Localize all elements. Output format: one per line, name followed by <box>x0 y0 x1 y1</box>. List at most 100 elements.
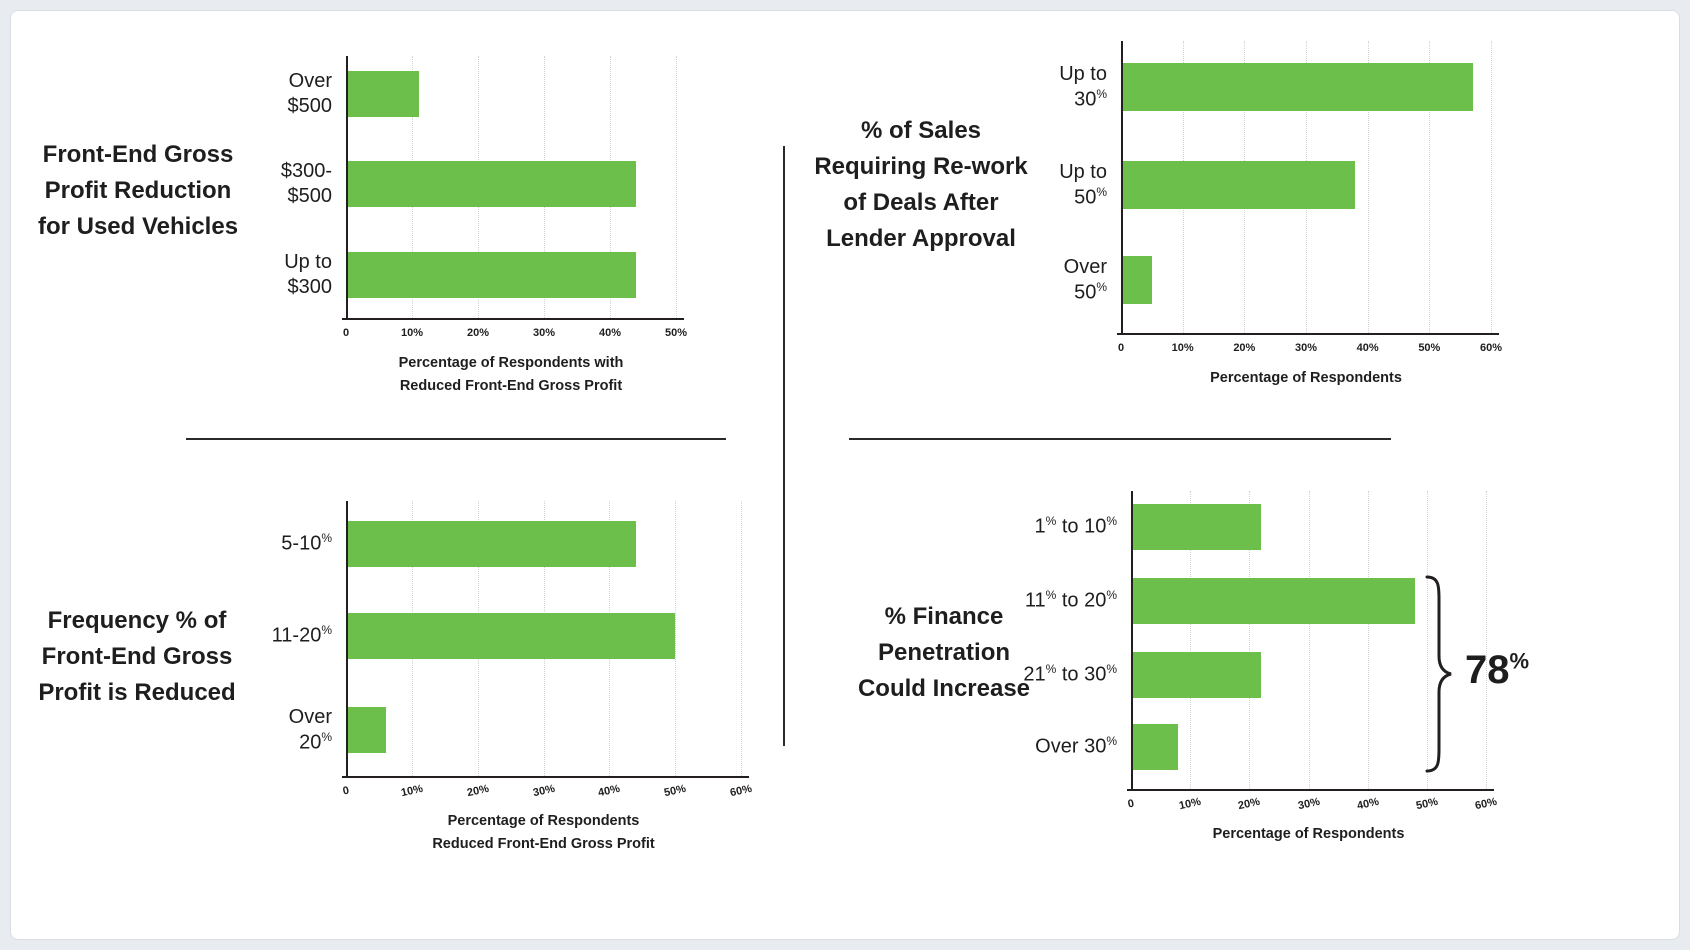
category-label-line: Over <box>1063 255 1107 278</box>
bar-track <box>346 161 676 207</box>
chart-title-line: Front-End Gross <box>42 141 234 168</box>
category-label-line: $500 <box>287 185 333 207</box>
bar-track <box>1121 63 1491 111</box>
bar <box>1121 161 1356 209</box>
chart-title-line: Could Increase <box>857 675 1031 702</box>
x-tick-label: 40% <box>1355 795 1380 813</box>
x-tick-label: 60% <box>1473 795 1499 813</box>
chart-sales-requiring-rework-after-lender-approval: Up to 30% Up to 50% Over 50% 0 10% 20% 30% 40% 50% 6… <box>1016 41 1631 453</box>
x-tick-label: 60% <box>728 782 754 800</box>
bar-track <box>1131 652 1486 698</box>
category-label-line: 50% <box>1074 279 1107 304</box>
category-label: Over 20% <box>236 705 346 754</box>
x-tick-label: 30% <box>1294 342 1318 354</box>
category-label: 11% to 20% <box>1016 578 1131 624</box>
bar <box>1131 504 1262 550</box>
bar <box>1131 652 1262 698</box>
gridline <box>676 56 677 318</box>
category-label: 11-20% <box>236 613 346 659</box>
gridline <box>741 501 742 776</box>
gridline <box>1367 491 1369 789</box>
x-tick-label: 40% <box>1356 342 1379 354</box>
chart-row: 11-20% <box>236 613 741 659</box>
x-axis-label-line: Percentage of Respondents <box>1210 370 1402 386</box>
x-axis-label-line: Reduced Front-End Gross Profit <box>432 836 655 853</box>
x-axis-label: Percentage of Respondents <box>1210 367 1402 390</box>
x-axis-label-line: Percentage of Respondents <box>447 813 640 829</box>
chart-row: $300- $500 <box>236 160 676 207</box>
x-tick-label: 0 <box>1117 342 1125 354</box>
x-tick-label: 20% <box>1237 795 1262 813</box>
bar <box>346 707 386 753</box>
bar <box>346 613 676 659</box>
chart-finance-penetration-could-increase: 1% to 10% 11% to 20% 21% to 30% Over 30% 0 10… <box>1016 491 1626 909</box>
category-label-line: Over <box>288 705 332 728</box>
chart-row: 5-10% <box>236 521 741 567</box>
bar <box>1121 256 1152 304</box>
bar-track <box>1121 256 1491 304</box>
chart-title-line: Requiring Re-work <box>814 153 1028 180</box>
bar-track <box>1131 504 1486 550</box>
x-tick-label: 20% <box>465 782 490 800</box>
x-axis-label: Percentage of Respondents with Reduced Fr… <box>399 352 624 398</box>
category-label: 21% to 30% <box>1016 652 1131 698</box>
gridline <box>1426 491 1428 789</box>
category-label-line: 5-10% <box>281 531 332 555</box>
chart-row: Over 20% <box>236 705 741 754</box>
chart-row: Up to $300 <box>236 251 676 298</box>
x-tick-label: 60% <box>1479 342 1503 354</box>
chart-title-sales-requiring-rework-after-lender-approval: % of Sales Requiring Re-work of Deals Afte… <box>796 113 1046 257</box>
x-tick-label: 10% <box>399 782 424 800</box>
category-label: Up to $300 <box>236 251 346 298</box>
x-tick-label: 50% <box>664 327 688 339</box>
category-label-line: $300 <box>287 276 333 298</box>
x-tick-label: 30% <box>1296 795 1321 813</box>
bar <box>346 252 637 298</box>
category-label-line: Over <box>288 70 332 92</box>
x-tick-label: 40% <box>597 782 622 800</box>
category-label: Over $500 <box>236 70 346 117</box>
x-tick-label: 30% <box>532 327 556 339</box>
brace-icon <box>1421 575 1455 778</box>
chart-title-line: Front-End Gross <box>41 643 233 670</box>
x-tick-label: 20% <box>1233 342 1256 354</box>
bar <box>1131 724 1179 770</box>
divider-horizontal-right <box>849 438 1391 440</box>
category-label-line: Up to <box>1059 62 1107 85</box>
annotation-78-percent: 78% <box>1465 648 1530 692</box>
bar-track <box>346 521 741 567</box>
x-tick-label: 0 <box>342 327 350 339</box>
x-tick-label: 50% <box>663 782 688 800</box>
category-label-line: Over 30% <box>1035 734 1117 758</box>
x-axis-line <box>342 318 684 320</box>
x-axis-label-line: Percentage of Respondents with <box>398 355 624 371</box>
chart-title-line: for Used Vehicles <box>37 213 239 240</box>
category-label: Up to 30% <box>1016 63 1121 111</box>
chart-row: Up to 30% <box>1016 63 1491 111</box>
x-axis-label: Percentage of Respondents Reduced Front-E… <box>432 810 654 856</box>
x-axis-label-line: Percentage of Respondents <box>1212 826 1405 842</box>
chart-frequency-front-end-gross-profit-reduced: 5-10% 11-20% Over 20% 0 10% 20% 30% 40% 50% 60% Per… <box>236 501 881 896</box>
category-label-line: Up to <box>284 251 332 273</box>
gridline <box>1367 41 1369 333</box>
bar-track <box>1131 724 1486 770</box>
gridline <box>1486 491 1487 789</box>
x-tick-label: 10% <box>400 327 424 339</box>
category-label: Up to 50% <box>1016 161 1121 209</box>
category-label-line: 30% <box>1074 86 1107 111</box>
chart-title-line: Frequency % of <box>47 607 227 634</box>
category-label-line: 11-20% <box>271 623 332 647</box>
bar-track <box>1121 161 1491 209</box>
x-axis-line <box>342 776 749 778</box>
chart-row: 1% to 10% <box>1016 504 1486 550</box>
bar-track <box>346 613 741 659</box>
x-tick-label: 0 <box>341 784 351 798</box>
y-axis-line <box>1131 491 1133 789</box>
category-label-line: 20% <box>299 729 332 754</box>
divider-horizontal-left <box>186 438 726 440</box>
category-label-line: $500 <box>287 95 333 117</box>
category-label: 1% to 10% <box>1016 504 1131 550</box>
gridline <box>1308 491 1310 789</box>
gridline <box>1190 491 1192 789</box>
